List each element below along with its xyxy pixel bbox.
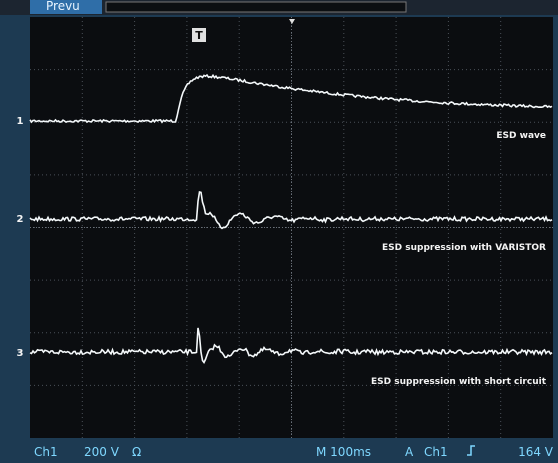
channel: Ch1 [34,445,58,459]
trace-label: ESD wave [496,131,546,141]
channel-marker: 2 [17,214,24,225]
trigger-marker: T [195,29,203,42]
scale: 200 V [84,445,120,459]
mode-label: Prevu [46,0,80,13]
trace-label: ESD suppression with short circuit [371,377,547,387]
record-bar [106,2,406,12]
trigger-level: 164 V [518,445,554,459]
scope-screen: Prevu T 1 2 3 ESD wave ESD suppression w… [0,0,558,463]
coupling: Ω [132,445,141,459]
trigger-mode: A [405,445,414,459]
channel-marker: 3 [17,348,24,359]
trigger-source: Ch1 [424,445,448,459]
timebase: M 100ms [316,445,371,459]
channel-marker: 1 [17,116,24,127]
trace-label: ESD suppression with VARISTOR [382,243,546,253]
